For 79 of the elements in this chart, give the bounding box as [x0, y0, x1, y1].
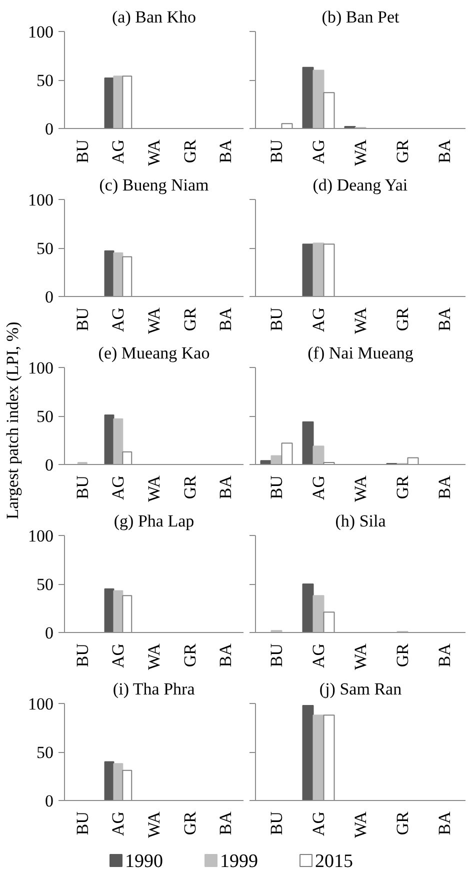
x-tick-label: BA: [216, 642, 236, 668]
legend-label: 2015: [315, 851, 353, 872]
x-tick-label: WA: [351, 306, 370, 334]
y-tick-label: 100: [28, 190, 54, 210]
x-tick-label: BU: [267, 811, 286, 836]
x-tick-label: WA: [144, 138, 164, 166]
x-tick-label: BU: [267, 307, 286, 332]
y-tick-label: 0: [45, 288, 54, 306]
x-tick-label: AG: [309, 307, 328, 332]
x-tick-label: BA: [435, 474, 454, 500]
x-tick-label: GR: [180, 642, 200, 668]
x-tick-label: BU: [267, 475, 286, 500]
y-tick-label: 0: [45, 120, 54, 138]
y-tick-label: 100: [28, 694, 54, 714]
x-tick-label: AG: [108, 139, 128, 164]
x-tick-label: BA: [216, 138, 236, 164]
chart-title: (b) Ban Pet: [322, 8, 400, 26]
x-tick-label: GR: [180, 474, 200, 500]
x-tick-label: WA: [144, 306, 164, 334]
x-tick-label: GR: [393, 642, 412, 668]
x-tick-label: BU: [72, 811, 92, 836]
y-tick-label: 50: [36, 239, 54, 258]
x-tick-label: GR: [393, 810, 412, 836]
y-tick-label: 50: [36, 743, 54, 762]
y-tick-label: 100: [28, 526, 54, 546]
x-tick-label: BU: [267, 139, 286, 164]
y-tick-label: 0: [45, 624, 54, 642]
x-tick-label: AG: [309, 811, 328, 836]
x-tick-label: GR: [180, 138, 200, 164]
chart-title: (i) Tha Phra: [112, 680, 196, 698]
x-tick-label: BU: [72, 643, 92, 668]
x-tick-label: BA: [216, 306, 236, 332]
x-tick-label: BU: [72, 139, 92, 164]
y-tick-label: 50: [36, 407, 54, 426]
legend-label: 1990: [125, 851, 163, 872]
x-tick-label: GR: [393, 474, 412, 500]
x-tick-label: GR: [393, 138, 412, 164]
x-tick-label: WA: [351, 138, 370, 166]
chart-title: (a) Ban Kho: [112, 8, 196, 26]
x-tick-label: AG: [309, 139, 328, 164]
x-tick-label: BU: [72, 307, 92, 332]
x-tick-label: GR: [180, 810, 200, 836]
x-tick-label: WA: [144, 474, 164, 502]
x-tick-label: BA: [435, 138, 454, 164]
x-tick-label: AG: [108, 811, 128, 836]
x-tick-label: BA: [216, 810, 236, 836]
x-tick-label: GR: [393, 306, 412, 332]
x-tick-label: BA: [435, 306, 454, 332]
x-tick-label: WA: [144, 810, 164, 838]
legend-label: 1999: [220, 851, 258, 872]
y-axis-title: Largest patch index (LPI, %): [3, 322, 22, 520]
x-tick-label: BU: [72, 475, 92, 500]
chart-title: (c) Bueng Niam: [99, 176, 209, 194]
chart-title: (d) Deang Yai: [312, 176, 408, 194]
x-tick-label: BA: [435, 810, 454, 836]
x-tick-label: AG: [309, 475, 328, 500]
x-tick-label: WA: [351, 810, 370, 838]
x-tick-label: AG: [108, 475, 128, 500]
x-tick-label: AG: [108, 643, 128, 668]
x-tick-label: AG: [309, 643, 328, 668]
x-tick-label: BU: [267, 643, 286, 668]
x-tick-label: WA: [351, 474, 370, 502]
x-tick-label: WA: [351, 642, 370, 670]
x-tick-label: AG: [108, 307, 128, 332]
x-tick-label: BA: [216, 474, 236, 500]
x-tick-label: WA: [144, 642, 164, 670]
y-tick-label: 50: [36, 575, 54, 594]
y-tick-label: 100: [28, 22, 54, 42]
x-tick-label: BA: [435, 642, 454, 668]
y-tick-label: 0: [45, 456, 54, 474]
y-tick-label: 100: [28, 358, 54, 378]
chart-title: (g) Pha Lap: [114, 512, 194, 530]
y-tick-label: 50: [36, 71, 54, 90]
x-tick-label: GR: [180, 306, 200, 332]
chart-title: (e) Mueang Kao: [98, 344, 210, 362]
chart-title: (h) Sila: [335, 512, 386, 530]
y-tick-label: 0: [45, 792, 54, 810]
chart-title: (j) Sam Ran: [319, 680, 402, 698]
chart-title: (f) Nai Mueang: [308, 344, 414, 362]
